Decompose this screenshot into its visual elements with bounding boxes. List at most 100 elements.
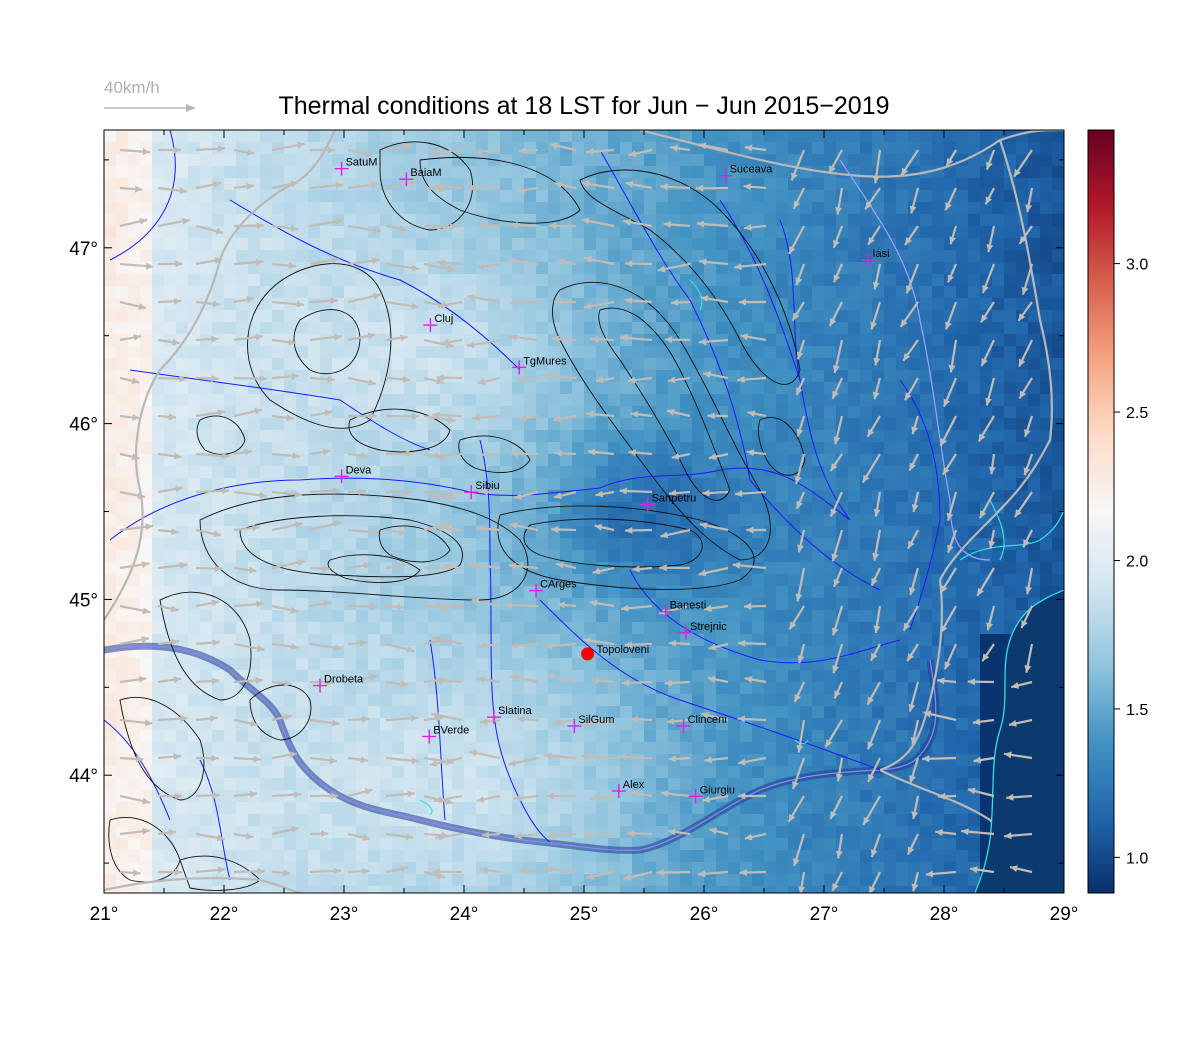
wind-arrow [233, 407, 263, 418]
wind-arrow [630, 790, 653, 798]
wind-arrow [309, 718, 340, 727]
wind-arrow [667, 376, 691, 384]
wind-arrow [543, 752, 577, 760]
wind-arrow [1010, 680, 1033, 689]
colorbar: 1.0 1.5 2.0 2.5 3.0 [1087, 129, 1148, 894]
wind-arrow [583, 300, 615, 310]
city-label: Slatina [498, 705, 533, 717]
wind-arrow [552, 414, 577, 423]
wind-arrow [867, 757, 881, 783]
wind-arrow [708, 642, 729, 651]
wind-arrow [909, 187, 920, 214]
wind-arrow [660, 528, 691, 539]
wind-arrow [973, 756, 995, 764]
wind-arrow [792, 187, 805, 210]
wind-arrow [908, 453, 919, 472]
wind-arrow [271, 452, 301, 460]
wind-arrow [434, 794, 463, 804]
wind-arrow [589, 794, 615, 802]
wind-arrow [944, 301, 958, 330]
wind-arrow [744, 676, 767, 684]
wind-arrow [385, 865, 409, 874]
wind-arrow [466, 338, 501, 349]
wind-arrow [980, 301, 995, 323]
wind-arrow [119, 604, 151, 615]
lon-tick-label: 24° [450, 904, 479, 925]
wind-arrow [347, 332, 376, 342]
wind-arrow [385, 412, 420, 420]
city-label: BVerde [433, 725, 469, 737]
wind-arrow [922, 755, 957, 763]
lon-tick-label: 28° [930, 904, 959, 925]
wind-arrow [516, 715, 539, 723]
wind-arrow [668, 639, 691, 647]
wind-arrow [695, 184, 729, 192]
wind-arrow [195, 528, 222, 538]
wind-arrow [870, 567, 881, 587]
wind-arrow [937, 792, 957, 800]
wind-arrow [434, 677, 463, 685]
wind-arrow [434, 832, 463, 841]
wind-arrow [659, 564, 691, 572]
wind-arrow [309, 678, 335, 686]
wind-arrow [827, 149, 843, 174]
wind-arrow [833, 567, 844, 588]
wind-arrow [737, 715, 767, 723]
wind-arrow [699, 258, 729, 266]
wind-arrow [309, 642, 343, 652]
lat-tick-label: 47° [69, 239, 98, 260]
wind-arrow [347, 788, 373, 798]
city-marker: Sanpetru [640, 492, 696, 512]
wind-arrow [479, 718, 501, 726]
wind-arrow [271, 414, 294, 422]
colorbar-tick-label: 3.0 [1126, 257, 1148, 274]
wind-arrow [906, 833, 919, 855]
wind-arrow [939, 567, 957, 594]
city-label: SilGum [578, 714, 614, 726]
wind-arrow [1014, 491, 1033, 518]
wind-arrow [385, 756, 420, 765]
wind-arrow [923, 710, 957, 722]
wind-arrow [119, 452, 140, 461]
wind-arrow [590, 335, 615, 343]
wind-arrow [542, 371, 577, 380]
wind-arrow [981, 263, 996, 294]
wind-arrow [347, 488, 367, 496]
wind-arrow [702, 489, 729, 497]
wind-arrow [746, 526, 767, 534]
wind-arrow [832, 225, 844, 249]
wind-arrow [271, 642, 299, 650]
wind-arrow [433, 223, 463, 231]
wind-arrow [119, 636, 150, 646]
wind-arrow [976, 567, 995, 597]
wind-arrow [385, 603, 405, 611]
wind-arrow [737, 376, 767, 384]
rivers [104, 130, 941, 881]
wind-arrow [828, 301, 843, 327]
wind-arrow [119, 262, 154, 270]
wind-arrow [347, 867, 370, 875]
wind-arrow [939, 415, 957, 447]
wind-arrow [309, 756, 338, 764]
wind-arrow [744, 602, 767, 610]
wind-arrow [831, 529, 844, 562]
wind-arrow [704, 756, 729, 764]
wind-arrow [980, 339, 995, 367]
wind-arrow [271, 300, 305, 308]
wind-arrow [233, 182, 254, 190]
wind-arrow [864, 187, 881, 211]
highlight-site-marker: Topoloveni [581, 644, 649, 661]
wind-arrow [233, 867, 265, 875]
wind-arrow [670, 144, 691, 152]
wind-arrow [233, 296, 255, 304]
wind-arrow [666, 717, 691, 725]
wind-arrow [900, 149, 919, 177]
wind-arrow [701, 712, 729, 722]
wind-arrow [509, 299, 539, 307]
wind-arrow [908, 681, 920, 712]
wind-arrow [271, 679, 292, 687]
wind-arrow [738, 298, 767, 306]
city-label: Clinceni [688, 714, 727, 726]
wind-arrow [620, 604, 653, 612]
wind-arrow [791, 757, 806, 790]
